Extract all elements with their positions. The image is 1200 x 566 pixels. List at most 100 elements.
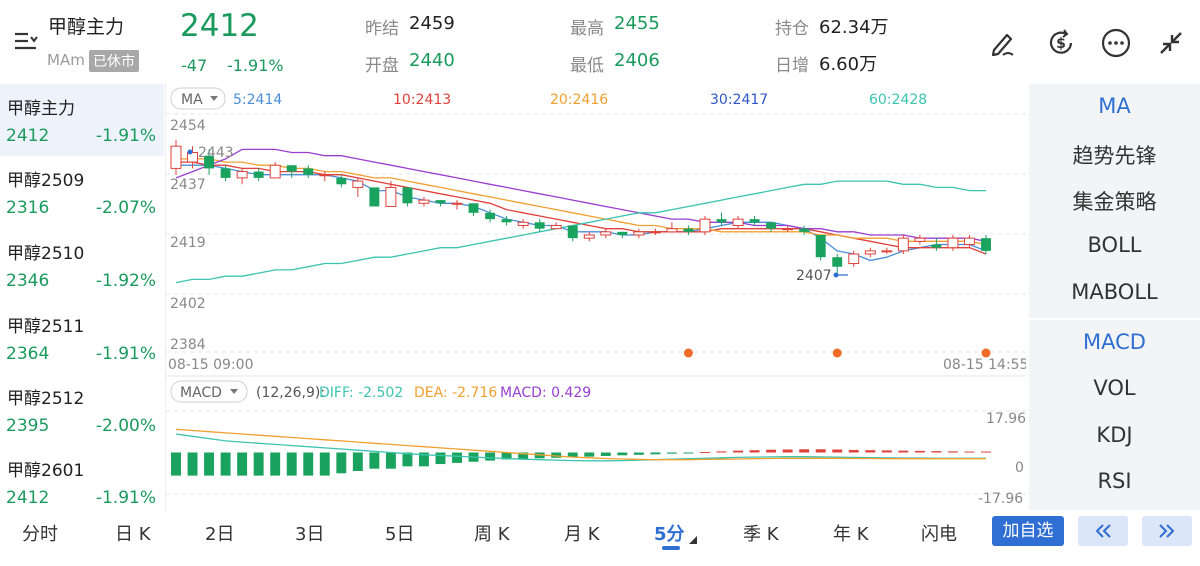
active-tab-indicator: [662, 546, 680, 550]
macd-bar: [815, 449, 826, 453]
svg-text:$: $: [1056, 36, 1066, 52]
tab-timeshare[interactable]: 分时: [22, 524, 58, 545]
price-axis-label: 2437: [170, 177, 206, 193]
indicator-maboll[interactable]: MABOLL: [1071, 280, 1158, 304]
open-interest-label: 持仓: [775, 19, 809, 39]
candle: [848, 250, 860, 267]
high-annotation: 2443: [198, 145, 234, 161]
contract-item-2601[interactable]: 甲醇2601 2412 -1.91%: [0, 446, 164, 518]
macd-bar: [187, 452, 198, 476]
menu-icon[interactable]: [12, 28, 40, 54]
candle: [253, 168, 264, 182]
indicator-rsi[interactable]: RSI: [1097, 469, 1132, 493]
macd-diff-label: DIFF: -2.502: [319, 385, 403, 401]
macd-bar: [518, 452, 529, 459]
contract-item-price: 2412: [6, 126, 50, 146]
indicator-ma[interactable]: MA: [1098, 94, 1131, 118]
high-value: 2455: [614, 13, 660, 34]
tab-weekly[interactable]: 周 K: [474, 524, 510, 545]
contract-item-pct: -2.00%: [95, 416, 156, 436]
candle: [485, 209, 496, 223]
indicator-boll[interactable]: BOLL: [1087, 233, 1142, 257]
indicator-macd[interactable]: MACD: [1083, 330, 1146, 354]
last-price: 2412: [180, 8, 259, 44]
macd-bar: [253, 452, 264, 476]
candle: [435, 200, 446, 207]
tab-dropdown-icon[interactable]: [689, 536, 697, 544]
price-change-pct: -1.91%: [227, 56, 284, 75]
candle: [897, 235, 909, 255]
prev-settle-label: 昨结: [365, 19, 399, 39]
contract-item-name: 甲醇主力: [7, 99, 75, 119]
macd-bar: [716, 451, 727, 453]
tab-monthly[interactable]: 月 K: [564, 524, 600, 545]
candle: [369, 187, 380, 207]
candle: [914, 235, 926, 245]
price-axis-label: 2384: [170, 337, 206, 353]
price-axis-label: 2419: [170, 235, 206, 251]
currency-icon[interactable]: $: [1044, 26, 1078, 60]
edit-icon[interactable]: [986, 26, 1020, 60]
macd-bar: [633, 452, 644, 455]
macd-bar: [501, 452, 512, 460]
indicator-trend-pioneer[interactable]: 趋势先锋: [1072, 144, 1157, 168]
macd-axis-label: -17.96: [978, 491, 1023, 507]
signal-dot: [981, 348, 991, 358]
contract-item-pct: -1.92%: [95, 271, 156, 291]
contract-item-pct: -1.91%: [95, 488, 156, 508]
caret-down-icon: [210, 96, 218, 101]
contract-item-name: 甲醇2510: [7, 244, 85, 264]
ma-selector[interactable]: [170, 87, 226, 110]
indicator-capital-strategy[interactable]: 集金策略: [1072, 190, 1157, 214]
tab-2day[interactable]: 2日: [205, 524, 235, 545]
macd-bar: [947, 451, 958, 453]
indicator-vol[interactable]: VOL: [1093, 376, 1136, 400]
contract-item-2510[interactable]: 甲醇2510 2346 -1.92%: [0, 229, 164, 301]
kline-chart[interactable]: MA 5:2414 10:2413 20:2416 30:2417 60:242…: [166, 84, 1028, 510]
scroll-left-button[interactable]: [1078, 516, 1128, 546]
indicator-kdj[interactable]: KDJ: [1096, 423, 1133, 447]
macd-bar: [683, 452, 694, 454]
contract-item-main[interactable]: 甲醇主力 2412 -1.91%: [0, 84, 164, 156]
contract-list: 甲醇主力 2412 -1.91% 甲醇2509 2316 -2.07% 甲醇25…: [0, 84, 164, 510]
ma5-label: 5:2414: [233, 92, 282, 108]
contract-item-2511[interactable]: 甲醇2511 2364 -1.91%: [0, 302, 164, 374]
more-icon[interactable]: [1099, 26, 1133, 60]
tab-yearly[interactable]: 年 K: [833, 524, 869, 545]
ma-line-ma10: [176, 161, 987, 255]
candle: [534, 219, 545, 232]
open-value: 2440: [409, 50, 455, 71]
macd-bar: [650, 452, 661, 455]
prev-settle-value: 2459: [409, 13, 455, 34]
tab-5day[interactable]: 5日: [385, 524, 415, 545]
low-annotation: 2407: [796, 268, 832, 284]
candle: [319, 171, 331, 182]
contract-item-2512[interactable]: 甲醇2512 2395 -2.00%: [0, 374, 164, 446]
contract-item-2509[interactable]: 甲醇2509 2316 -2.07%: [0, 156, 164, 228]
ma-selector-label: MA: [181, 92, 203, 108]
candle: [732, 215, 744, 229]
tab-5min[interactable]: 5分: [654, 524, 685, 545]
collapse-icon[interactable]: [1154, 26, 1188, 60]
macd-params: (12,26,9):: [256, 385, 325, 401]
candle: [204, 149, 215, 175]
contract-item-name: 甲醇2601: [7, 461, 85, 481]
candle: [947, 235, 959, 251]
add-watchlist-button[interactable]: 加自选: [992, 516, 1064, 546]
tab-3day[interactable]: 3日: [295, 524, 325, 545]
macd-bar: [865, 450, 876, 453]
tab-lightning[interactable]: 闪电: [921, 524, 957, 545]
contract-item-pct: -1.91%: [95, 126, 156, 146]
tab-daily[interactable]: 日 K: [115, 524, 151, 545]
candle: [583, 231, 595, 242]
candle: [220, 165, 231, 182]
scroll-right-button[interactable]: [1142, 516, 1192, 546]
candle: [600, 228, 612, 239]
chart-canvas[interactable]: MA 5:2414 10:2413 20:2416 30:2417 60:242…: [166, 84, 1028, 510]
tab-quarterly[interactable]: 季 K: [743, 524, 779, 545]
macd-selector[interactable]: [170, 380, 248, 403]
candle: [931, 238, 942, 251]
signal-dot: [832, 348, 842, 358]
high-label: 最高: [570, 19, 604, 39]
contract-item-price: 2346: [6, 271, 50, 291]
